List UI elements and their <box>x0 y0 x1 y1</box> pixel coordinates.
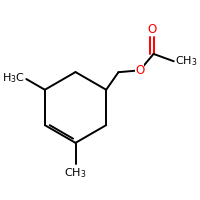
Text: CH$_3$: CH$_3$ <box>175 54 197 68</box>
Text: CH$_3$: CH$_3$ <box>64 166 87 180</box>
Text: H$_3$C: H$_3$C <box>2 71 25 85</box>
Text: O: O <box>148 23 157 36</box>
Text: O: O <box>135 64 144 77</box>
